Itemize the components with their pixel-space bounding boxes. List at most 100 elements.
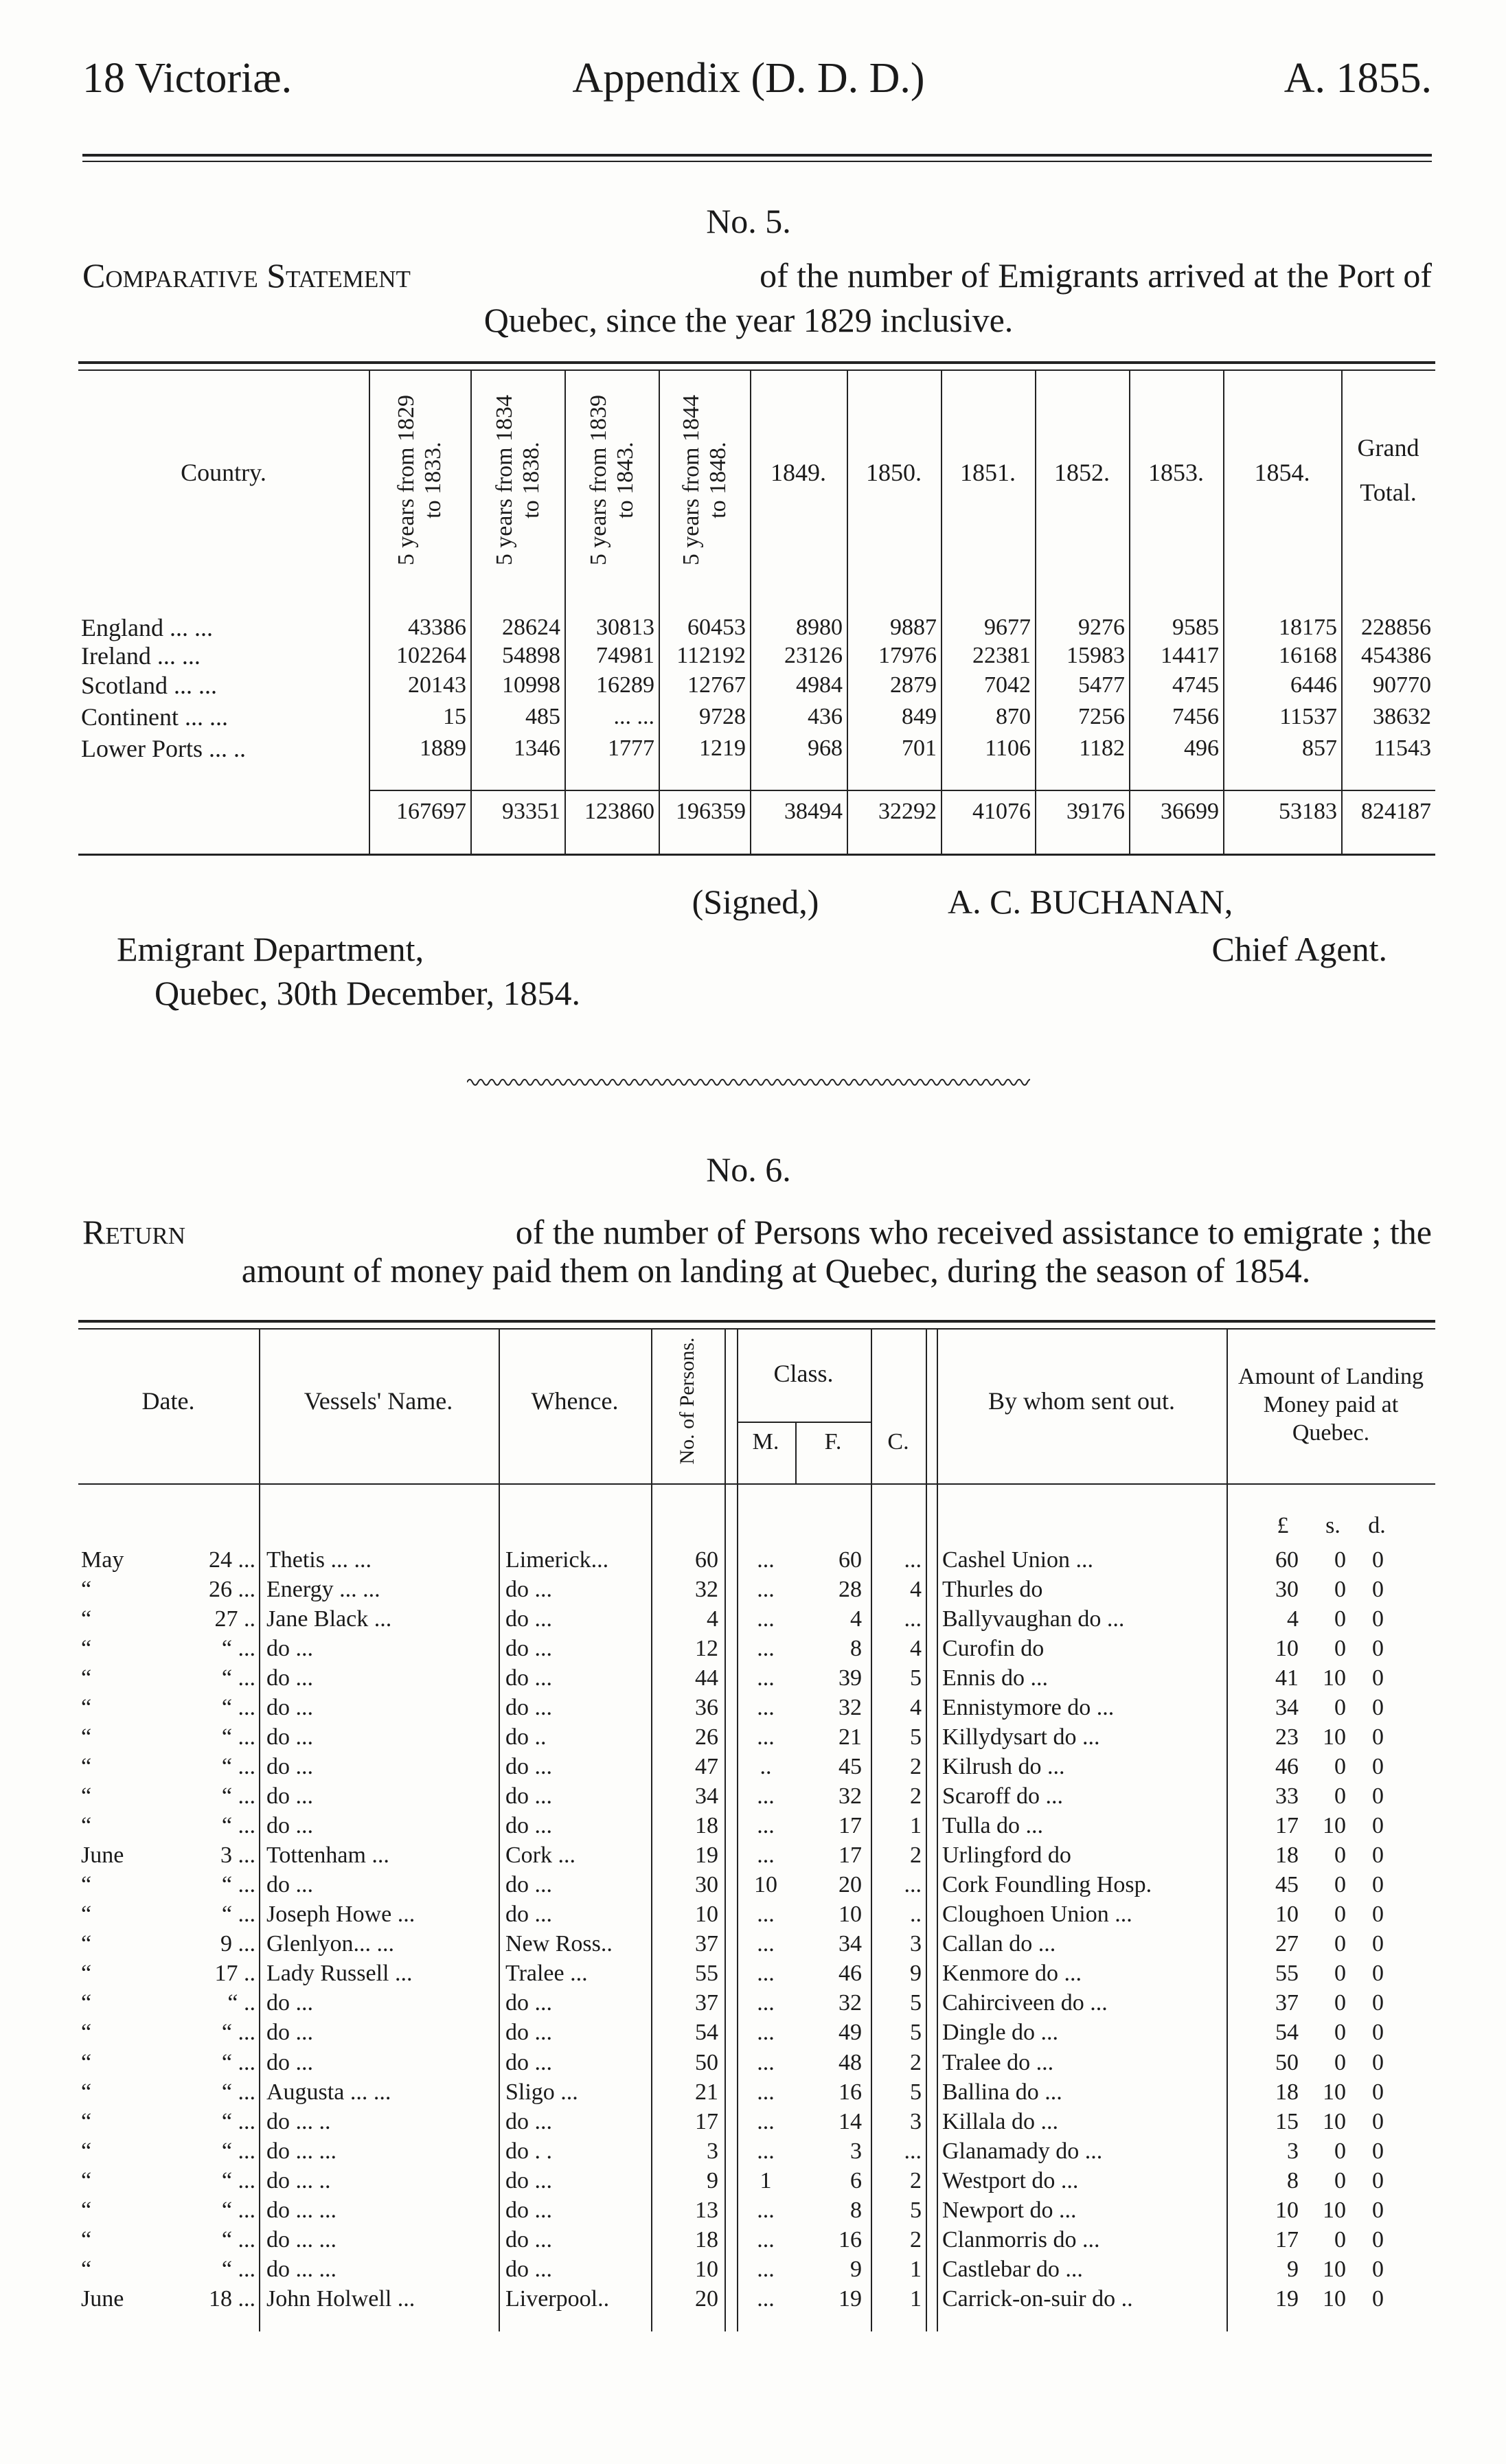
shillings: 10 [1323,2108,1346,2134]
table-cell: 1106 [985,735,1031,761]
country-name: Scotland ... ... [81,672,217,699]
persons: 12 [695,1636,718,1662]
month: “ [81,2256,92,2282]
pounds: 19 [1275,2285,1299,2312]
shillings: 0 [1334,1902,1346,1928]
sender: Cork Foundling Hosp. [942,1872,1152,1898]
rule [78,369,1435,371]
running-head: A. 1855. [1283,55,1432,102]
whence: do ... [505,1990,552,2016]
females: 16 [838,2079,862,2105]
shillings: 10 [1323,2285,1346,2312]
month: “ [81,2197,92,2223]
children: 1 [910,1813,922,1839]
pounds: 9 [1287,2256,1299,2282]
column-rule [847,371,848,855]
shillings: 0 [1334,1931,1346,1957]
column-header: Class. [773,1360,834,1387]
table-cell: 9887 [890,615,937,640]
table-cell: 228856 [1361,615,1431,640]
column-rule [1223,371,1224,855]
column-header: Grand Total. [1357,434,1419,506]
day: “ ... [221,1695,255,1721]
whence: do ... [505,1754,552,1780]
persons: 47 [695,1754,718,1780]
table-cell: 857 [1302,735,1337,761]
males: ... [757,1724,775,1750]
pounds: 50 [1275,2049,1299,2075]
shillings: 0 [1334,1606,1346,1632]
table-cell: 17976 [878,643,937,668]
persons: 60 [695,1547,718,1573]
females: 20 [838,1872,862,1898]
month: May [81,1547,124,1573]
whence: do ... [505,2256,552,2282]
table-cell: 9585 [1172,615,1219,640]
children: 5 [910,2197,922,2223]
sender: Cahirciveen do ... [942,1990,1108,2016]
table-cell: 7042 [984,672,1031,698]
vessel-name: Thetis ... ... [266,1547,372,1573]
persons: 34 [695,1783,718,1810]
day: “ ... [221,1724,255,1750]
month: “ [81,1813,92,1839]
vessel-name: Energy ... ... [266,1577,380,1603]
females: 32 [838,1990,862,2016]
vessel-name: do ... [266,1754,313,1780]
column-rule [564,371,566,855]
column-rule [470,371,472,855]
females: 60 [838,1547,862,1573]
vessel-name: Augusta ... ... [266,2079,391,2105]
sender: Carrick-on-suir do .. [942,2285,1133,2312]
month: “ [81,1990,92,2016]
sender: Urlingford do [942,1843,1071,1869]
sender: Killala do ... [942,2108,1059,2134]
males: ... [757,1813,775,1839]
table-cell: 16289 [596,672,654,698]
whence: do . . [505,2138,552,2164]
pounds: 41 [1275,1665,1299,1691]
country-name: England ... ... [81,614,213,641]
pence: 0 [1372,2285,1384,2312]
vessel-name: Tottenham ... [266,1843,389,1869]
persons: 30 [695,1872,718,1898]
children: .. [910,1902,922,1928]
females: 16 [838,2226,862,2252]
sender: Killydysart do ... [942,1724,1100,1750]
children: 4 [910,1577,922,1603]
whence: Cork ... [505,1843,575,1869]
running-head: 18 Victoriæ. [82,55,293,102]
table-cell: 11537 [1279,704,1337,729]
persons: 9 [707,2167,718,2193]
day: “ ... [221,1813,255,1839]
vessel-name: do ... ... [266,2197,336,2223]
females: 9 [850,2256,862,2282]
total-cell: 93351 [502,799,560,824]
month: “ [81,1872,92,1898]
month: “ [81,1577,92,1603]
whence: do ... [505,2167,552,2193]
rule [82,154,1432,157]
month: “ [81,1606,92,1632]
title-text: of the number of Persons who received as… [515,1213,1432,1251]
column-header: 1854. [1254,459,1310,486]
persons: 17 [695,2108,718,2134]
table-cell: 2879 [890,672,937,698]
month: “ [81,1754,92,1780]
month: “ [81,1783,92,1810]
title-text: amount of money paid them on landing at … [241,1251,1311,1290]
pounds: 10 [1275,2197,1299,2223]
pounds: 15 [1275,2108,1299,2134]
pence: 0 [1372,2167,1384,2193]
table-cell: 18175 [1279,615,1337,640]
sender: Newport do ... [942,2197,1077,2223]
column-header: 5 years from 1834 to 1838. [491,394,544,566]
whence: do ... [505,1872,552,1898]
children: 2 [910,1754,922,1780]
persons: 37 [695,1990,718,2016]
females: 19 [838,2285,862,2312]
pence: 0 [1372,1961,1384,1987]
children: 5 [910,1990,922,2016]
females: 17 [838,1813,862,1839]
signature-note: (Signed,) [692,882,819,921]
